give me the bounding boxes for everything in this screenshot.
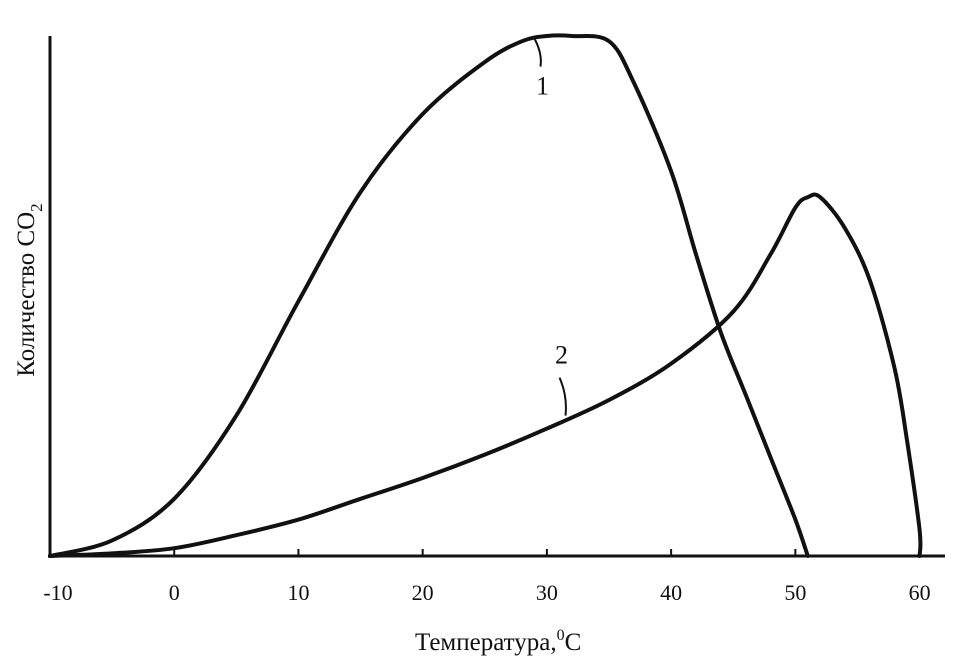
x-tick-label: 10 — [287, 580, 309, 605]
x-tick-label: 20 — [412, 580, 434, 605]
x-tick-label: 0 — [169, 580, 180, 605]
series-2-line — [48, 192, 923, 558]
x-tick-label: 50 — [784, 580, 806, 605]
series-2-label: 2 — [555, 341, 568, 370]
x-axis-title: Температура,0C — [415, 627, 581, 656]
x-tick-labels: -10 0 10 20 30 40 50 60 — [43, 580, 930, 605]
series-2-leader — [558, 377, 567, 416]
series-1-leader — [533, 38, 542, 67]
x-tick-label: -10 — [43, 580, 72, 605]
x-tick-label: 40 — [660, 580, 682, 605]
series-1-line — [48, 33, 810, 558]
series-annotations: 12 — [533, 38, 568, 416]
y-axis-title: Количество CO2 — [13, 203, 46, 376]
axes — [48, 36, 945, 558]
x-tick-label: 60 — [909, 580, 931, 605]
x-tick-label: 30 — [536, 580, 558, 605]
series-1-label: 1 — [536, 72, 549, 101]
series-layer — [48, 33, 923, 558]
